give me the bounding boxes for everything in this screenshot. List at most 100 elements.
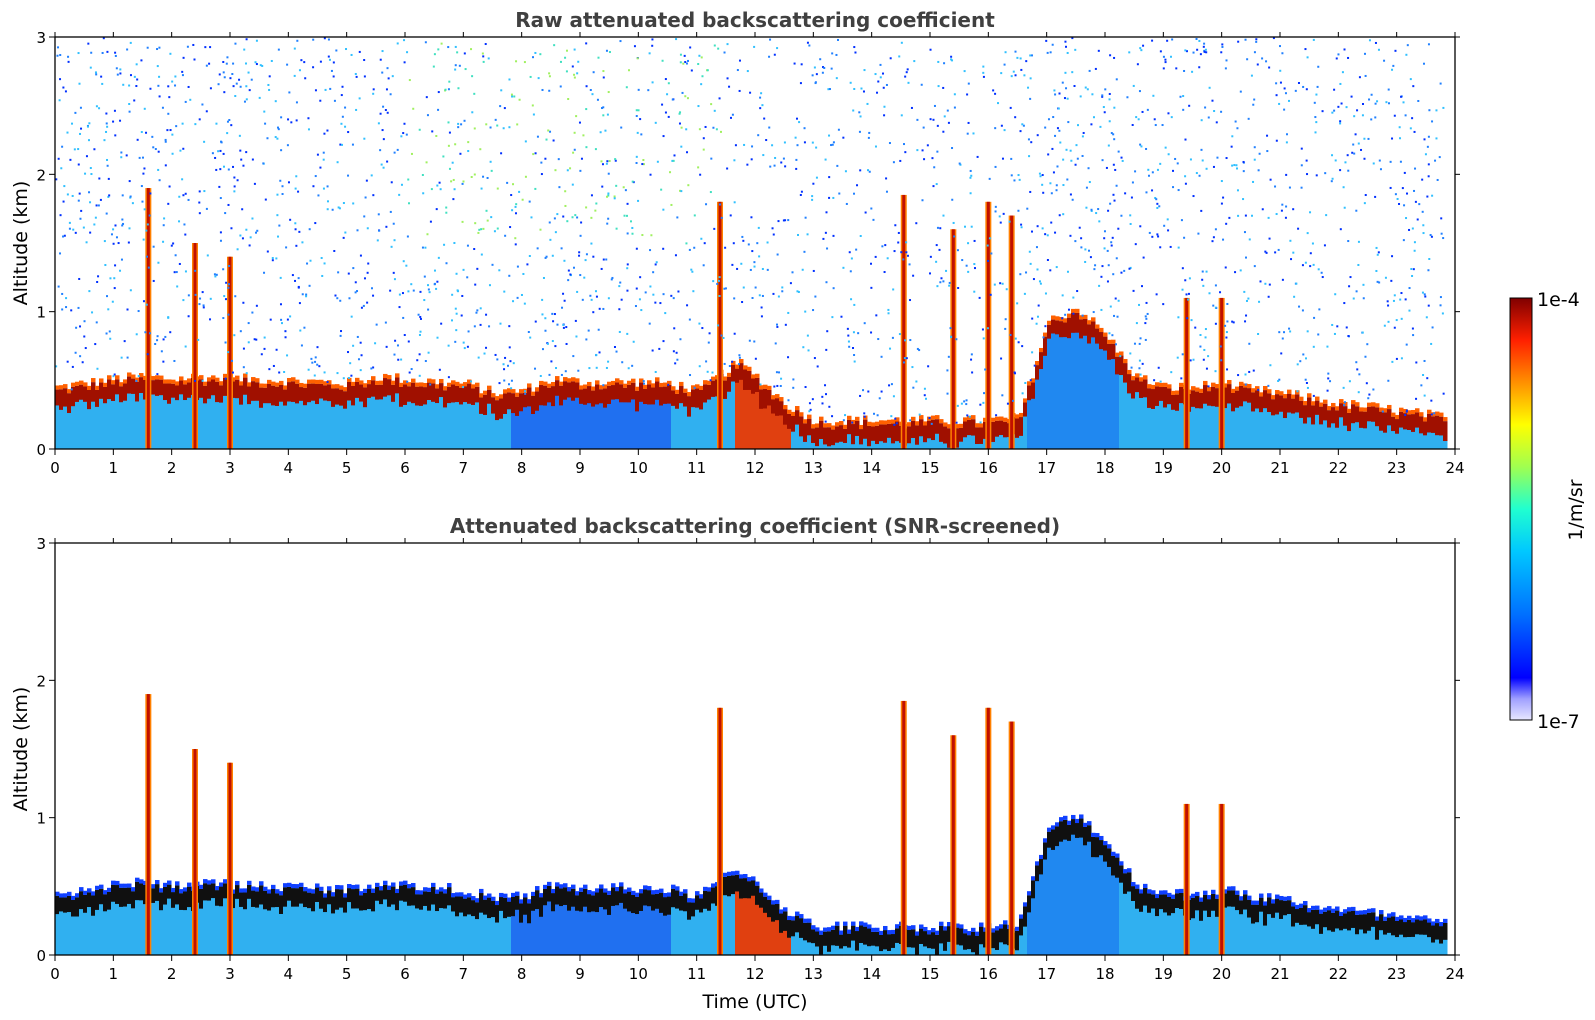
layer-top-band xyxy=(1387,917,1392,933)
layer-edge xyxy=(771,395,776,400)
noise-speckle xyxy=(1427,304,1430,307)
noise-speckle xyxy=(115,67,118,70)
noise-speckle xyxy=(1277,379,1280,382)
noise-speckle xyxy=(1226,368,1229,371)
layer-top-band xyxy=(651,387,656,405)
layer-top-band xyxy=(1047,831,1052,848)
layer-column xyxy=(711,380,716,449)
layer-column xyxy=(735,874,740,955)
layer-column xyxy=(1159,894,1164,955)
layer-edge xyxy=(1383,408,1388,413)
layer-column xyxy=(1243,387,1248,449)
noise-speckle xyxy=(1374,41,1377,44)
layer-top-band xyxy=(215,381,220,403)
noise-speckle xyxy=(780,377,783,380)
noise-speckle xyxy=(1161,124,1164,127)
noise-speckle xyxy=(1368,393,1371,396)
noise-speckle xyxy=(1090,208,1093,211)
noise-speckle xyxy=(393,278,396,281)
noise-speckle xyxy=(236,248,239,251)
layer-edge xyxy=(539,893,544,898)
noise-speckle xyxy=(95,105,98,108)
noise-speckle xyxy=(953,106,956,109)
layer-top-band xyxy=(563,381,568,400)
noise-speckle xyxy=(254,61,257,64)
noise-speckle xyxy=(1047,118,1050,121)
layer-column xyxy=(103,386,108,449)
noise-speckle xyxy=(147,266,150,269)
layer-edge xyxy=(559,884,564,889)
layer-edge xyxy=(167,880,172,885)
layer-top-band xyxy=(403,884,408,902)
layer-top-band xyxy=(323,385,328,401)
noise-speckle xyxy=(421,246,424,249)
noise-speckle xyxy=(445,211,448,214)
noise-speckle xyxy=(231,73,234,76)
noise-speckle xyxy=(951,147,954,150)
layer-top-band xyxy=(1039,352,1044,370)
layer-top-band xyxy=(1375,920,1380,940)
layer-top-band xyxy=(1383,920,1388,935)
layer-top-band xyxy=(1271,399,1276,416)
layer-edge xyxy=(375,380,380,385)
noise-speckle xyxy=(340,143,343,146)
layer-column xyxy=(1087,324,1092,449)
layer-top-band xyxy=(455,896,460,917)
layer-edge xyxy=(523,893,528,898)
layer-column xyxy=(219,886,224,955)
y-tick-label: 1 xyxy=(36,304,46,322)
noise-speckle xyxy=(463,347,466,350)
noise-speckle xyxy=(1266,134,1269,137)
noise-speckle xyxy=(442,155,445,158)
noise-speckle xyxy=(390,245,393,248)
layer-edge xyxy=(767,385,772,390)
noise-speckle xyxy=(1103,230,1106,233)
noise-speckle xyxy=(1297,82,1300,85)
layer-edge xyxy=(1119,861,1124,866)
layer-column xyxy=(1227,890,1232,955)
noise-speckle xyxy=(566,220,569,223)
noise-speckle xyxy=(1000,357,1003,360)
noise-speckle xyxy=(516,265,519,268)
noise-speckle xyxy=(1133,342,1136,345)
layer-edge xyxy=(159,375,164,380)
layer-top-band xyxy=(1151,389,1156,409)
layer-edge xyxy=(1103,332,1108,337)
noise-speckle xyxy=(184,270,187,273)
noise-speckle xyxy=(281,193,284,196)
layer-top-band xyxy=(1239,900,1244,915)
noise-speckle xyxy=(848,251,851,254)
noise-speckle xyxy=(79,217,82,220)
layer-edge xyxy=(707,380,712,385)
layer-column xyxy=(507,901,512,955)
x-tick-label: 0 xyxy=(50,459,60,477)
noise-speckle xyxy=(162,240,165,243)
layer-top-band xyxy=(791,415,796,432)
layer-column xyxy=(1395,419,1400,449)
noise-speckle xyxy=(806,233,809,236)
noise-speckle xyxy=(461,182,464,185)
noise-speckle xyxy=(1069,149,1072,152)
noise-speckle xyxy=(702,264,705,267)
noise-speckle xyxy=(354,281,357,284)
layer-top-band xyxy=(999,928,1004,943)
noise-speckle xyxy=(1214,370,1217,373)
layer-top-band xyxy=(323,897,328,913)
noise-speckle xyxy=(679,61,682,64)
noise-speckle xyxy=(1404,298,1407,301)
layer-edge xyxy=(1423,915,1428,920)
layer-edge xyxy=(1091,317,1096,322)
layer-top-band xyxy=(391,384,396,402)
noise-speckle xyxy=(378,229,381,232)
noise-speckle xyxy=(1108,92,1111,95)
noise-speckle xyxy=(737,363,740,366)
noise-speckle xyxy=(1188,104,1191,107)
noise-speckle xyxy=(109,337,112,340)
noise-speckle xyxy=(1120,156,1123,159)
layer-edge xyxy=(1135,884,1140,889)
noise-speckle xyxy=(1324,172,1327,175)
layer-edge xyxy=(439,378,444,384)
layer-top-band xyxy=(311,383,316,401)
noise-speckle xyxy=(710,103,713,106)
noise-speckle xyxy=(664,78,667,81)
